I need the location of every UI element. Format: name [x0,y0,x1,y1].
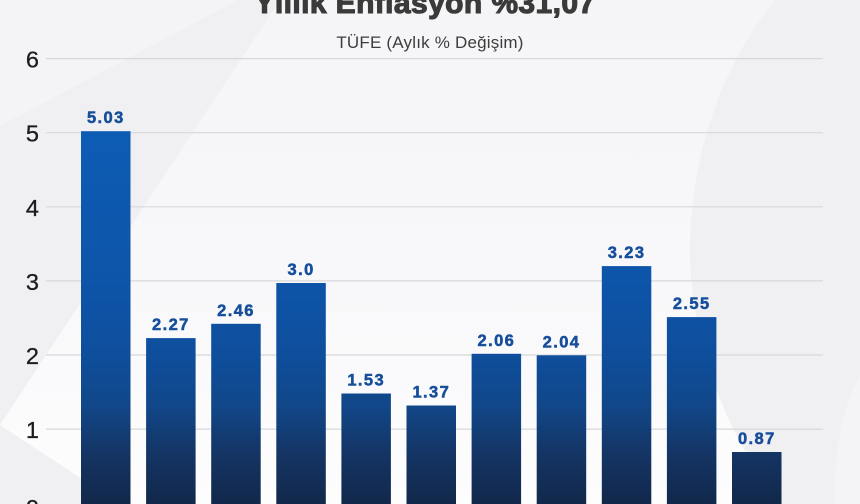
svg-text:2.46: 2.46 [217,302,255,320]
svg-text:3.0: 3.0 [288,261,315,279]
svg-text:2: 2 [26,343,39,369]
svg-text:TÜFE (Aylık % Değişim): TÜFE (Aylık % Değişim) [336,33,523,52]
svg-text:5: 5 [26,121,39,147]
svg-text:Yıllık Enflasyon %31,07: Yıllık Enflasyon %31,07 [254,0,595,20]
svg-text:4: 4 [26,195,39,221]
svg-text:3: 3 [26,269,39,295]
svg-text:0: 0 [26,495,39,504]
svg-text:5.03: 5.03 [87,109,125,127]
svg-text:6: 6 [26,47,39,73]
svg-text:2.06: 2.06 [478,332,516,350]
svg-text:1.53: 1.53 [347,372,385,390]
svg-text:2.27: 2.27 [152,316,190,334]
svg-text:0.87: 0.87 [738,430,776,448]
svg-text:3.23: 3.23 [608,244,646,262]
svg-text:2.55: 2.55 [673,295,711,313]
svg-text:1.37: 1.37 [412,384,450,402]
svg-text:1: 1 [26,417,39,443]
svg-text:2.04: 2.04 [543,333,581,351]
